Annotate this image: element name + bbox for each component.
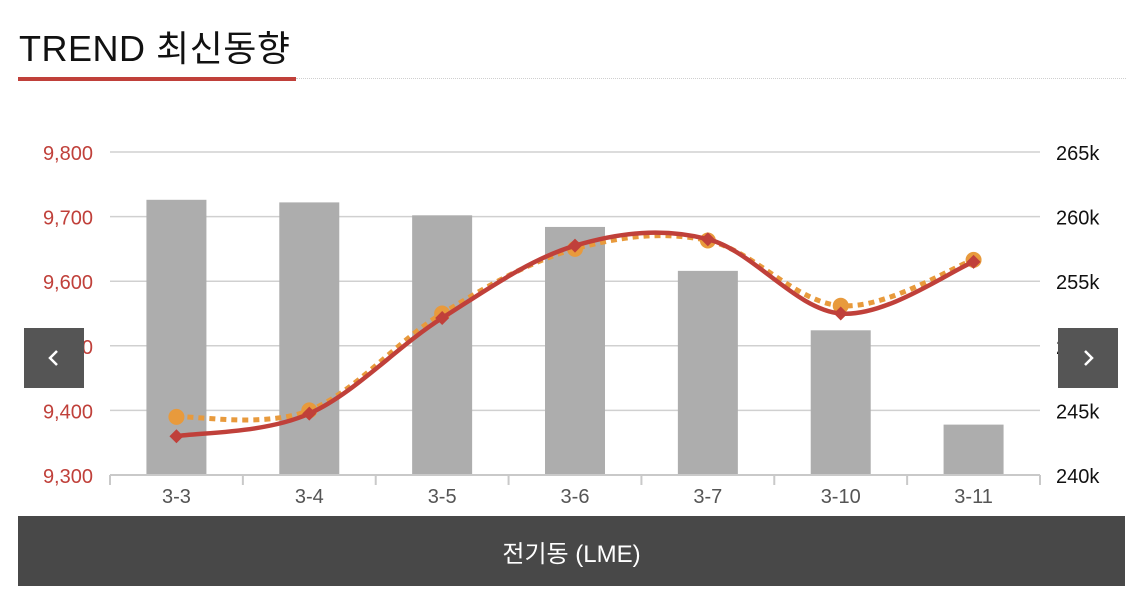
left-axis-tick: 9,600 <box>43 272 93 294</box>
chart-caption: 전기동 (LME) <box>18 516 1125 586</box>
next-button[interactable] <box>1058 328 1118 388</box>
bar <box>146 199 207 475</box>
right-axis-tick: 265k <box>1056 143 1100 165</box>
series-point-diamond <box>966 254 981 269</box>
series-point-diamond <box>700 232 715 247</box>
left-axis-tick: 9,700 <box>43 208 93 230</box>
series-point-circle <box>832 297 849 314</box>
bar <box>677 270 738 475</box>
right-axis-tick: 255k <box>1056 272 1100 294</box>
series-point-diamond <box>568 238 582 253</box>
chevron-left-icon <box>48 350 58 366</box>
page-title: TREND 최신동향 <box>19 28 291 69</box>
chevron-right-icon <box>1084 350 1094 366</box>
series-point-diamond <box>833 306 848 321</box>
left-axis-tick: 9,300 <box>43 466 93 488</box>
left-axis-tick: 9,800 <box>43 143 93 165</box>
title-underline <box>18 77 296 81</box>
trend-chart: 9,300240k9,400245k9,500250k9,600255k9,70… <box>43 143 1100 508</box>
series-point-circle <box>168 408 185 425</box>
title-divider <box>296 78 1126 79</box>
bar <box>810 330 871 475</box>
category-label: 3-6 <box>561 486 590 508</box>
bar <box>279 202 340 475</box>
category-label: 3-3 <box>162 486 191 508</box>
bar <box>412 215 473 476</box>
bar <box>545 226 605 475</box>
left-axis-tick: 9,400 <box>43 401 93 423</box>
bar <box>943 424 1004 475</box>
category-label: 3-7 <box>693 486 722 508</box>
right-axis-tick: 240k <box>1056 466 1100 488</box>
series-point-diamond <box>169 429 184 444</box>
category-label: 3-10 <box>821 486 861 508</box>
series-point-diamond <box>435 311 450 326</box>
right-axis-tick: 260k <box>1056 208 1100 230</box>
category-label: 3-11 <box>954 486 993 508</box>
previous-button[interactable] <box>24 328 84 388</box>
category-label: 3-4 <box>295 486 324 508</box>
right-axis-tick: 245k <box>1056 401 1100 423</box>
series-point-diamond <box>302 406 317 421</box>
category-label: 3-5 <box>428 486 457 508</box>
